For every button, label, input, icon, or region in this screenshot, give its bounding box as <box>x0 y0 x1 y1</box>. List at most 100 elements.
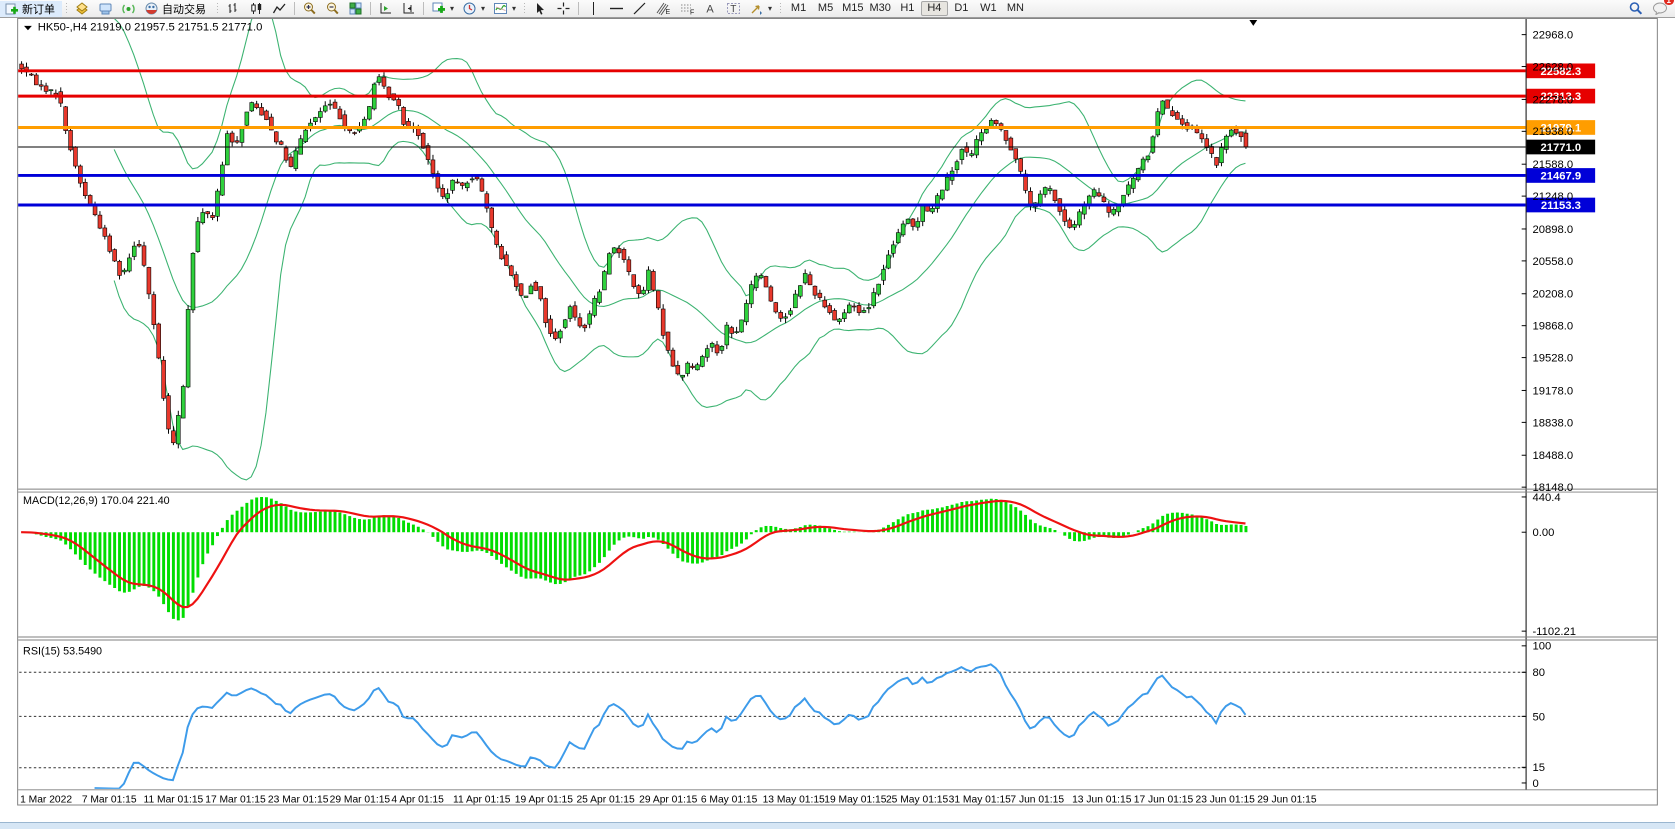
text-button[interactable]: A <box>699 1 722 17</box>
time-axis-label[interactable]: 17 Jun 01:15 <box>1134 795 1194 806</box>
search-icon[interactable] <box>1628 1 1644 16</box>
tile-windows-button[interactable] <box>344 1 367 17</box>
shapes-button[interactable]: ▾ <box>745 1 776 17</box>
candle-body <box>518 283 524 296</box>
timeframe-button-w1[interactable]: W1 <box>980 2 997 14</box>
line-chart-button[interactable] <box>268 1 291 17</box>
candle-body <box>337 108 343 120</box>
timeframe-button-d1[interactable]: D1 <box>954 2 969 14</box>
time-axis-label[interactable]: 25 Apr 01:15 <box>576 795 635 806</box>
candle-body <box>225 133 230 166</box>
candle-body <box>1067 219 1072 228</box>
channels-button[interactable]: F <box>675 1 699 17</box>
candle-body <box>984 128 989 134</box>
candle-body <box>788 310 793 315</box>
candle-body <box>283 147 289 161</box>
candle-body <box>509 265 514 276</box>
candle-body <box>381 76 387 87</box>
timeframe-button-h1[interactable]: H1 <box>900 2 915 14</box>
timeframe-button-m5[interactable]: M5 <box>817 2 834 14</box>
vertical-line-button[interactable] <box>582 1 605 17</box>
charts-stack-button[interactable] <box>71 1 94 17</box>
symbol-dropdown-icon[interactable] <box>24 25 32 31</box>
time-axis-label[interactable]: 1 Mar 2022 <box>20 795 72 806</box>
time-axis-label[interactable]: 11 Mar 01:15 <box>144 795 204 806</box>
candle-body <box>597 291 602 303</box>
periods-button[interactable]: ▾ <box>458 1 489 17</box>
candle-body <box>112 249 117 262</box>
candle-body <box>553 331 558 339</box>
timeframe-button-m30[interactable]: M30 <box>869 2 891 14</box>
new-order-plus-icon <box>5 3 18 15</box>
zoom-out-button[interactable] <box>321 1 344 17</box>
svg-text:A: A <box>706 4 714 16</box>
indicators-icon <box>494 3 508 14</box>
time-axis-label[interactable]: 29 Apr 01:15 <box>639 795 698 806</box>
signals-button[interactable] <box>117 1 140 17</box>
candle-body <box>616 248 622 254</box>
trend-line-button[interactable] <box>628 1 651 17</box>
candle-body <box>959 149 965 160</box>
chart-shift-marker-icon[interactable] <box>1249 19 1258 26</box>
text-label-button[interactable]: T <box>722 1 745 17</box>
time-axis-label[interactable]: 29 Mar 01:15 <box>330 795 391 806</box>
zoom-in-button[interactable] <box>298 1 321 17</box>
time-axis-label[interactable]: 4 Apr 01:15 <box>391 795 444 806</box>
toolbar-grip[interactable] <box>215 2 220 15</box>
candle-body <box>646 269 651 291</box>
candle-body <box>602 271 607 291</box>
notification-badge: 1 <box>1663 0 1674 5</box>
bar-chart-button[interactable] <box>222 1 245 17</box>
time-axis-label[interactable]: 31 May 01:15 <box>949 795 1011 806</box>
candlestick-chart-button[interactable] <box>245 1 268 17</box>
horizontal-line-button[interactable] <box>605 1 628 17</box>
timeframe-button-m15[interactable]: M15 <box>842 2 864 14</box>
time-axis-label[interactable]: 25 May 01:15 <box>886 795 948 806</box>
new-order-button[interactable]: 新订单 <box>0 0 62 17</box>
time-axis-label[interactable]: 23 Mar 01:15 <box>268 795 329 806</box>
candle-body <box>636 285 641 294</box>
time-axis-label[interactable]: 7 Jun 01:15 <box>1010 795 1064 806</box>
timeframe-button-h4[interactable]: H4 <box>920 1 948 16</box>
terminal-button[interactable] <box>94 1 117 17</box>
new-chart-icon <box>432 2 445 13</box>
time-axis-label[interactable]: 11 Apr 01:15 <box>453 795 511 806</box>
toolbar-grip[interactable] <box>522 2 528 15</box>
time-axis-label[interactable]: 6 May 01:15 <box>701 795 758 806</box>
candle-body <box>1219 147 1224 164</box>
chart-shift-button[interactable] <box>397 1 420 17</box>
auto-trading-button[interactable]: 自动交易 <box>140 1 213 17</box>
new-chart-button[interactable]: ▾ <box>427 1 458 17</box>
time-axis-label[interactable]: 19 May 01:15 <box>824 795 886 806</box>
time-axis-label[interactable]: 7 Mar 01:15 <box>82 795 137 806</box>
chart-area[interactable]: 22582.3 22313.3 21979.1 21771.0 21467.9 21153… <box>0 17 1675 829</box>
toolbar-grip[interactable] <box>64 2 69 15</box>
panel-separator[interactable] <box>18 488 1657 791</box>
timeframe-button-m1[interactable]: M1 <box>790 2 807 14</box>
candle-body <box>768 286 774 302</box>
price-tick-label: 20558.0 <box>1532 256 1573 268</box>
toolbar-grip[interactable] <box>778 2 784 15</box>
time-axis-label[interactable]: 13 May 01:15 <box>763 795 825 806</box>
scroll-to-end-button[interactable] <box>374 1 397 17</box>
candle-body <box>239 127 245 143</box>
level-badge <box>1526 63 1596 79</box>
candle-body <box>621 249 627 260</box>
candle-body <box>1018 158 1023 172</box>
timeframe-button-mn[interactable]: MN <box>1006 2 1024 14</box>
fibonacci-button[interactable]: E <box>651 1 675 17</box>
chart-svg[interactable]: 22582.3 22313.3 21979.1 21771.0 21467.9 21153… <box>0 17 1675 829</box>
time-axis-label[interactable]: 13 Jun 01:15 <box>1072 795 1132 806</box>
indicators-button[interactable]: ▾ <box>489 1 520 17</box>
time-axis-label[interactable]: 23 Jun 01:15 <box>1196 795 1256 806</box>
cursor-button[interactable] <box>529 1 552 17</box>
notifications-button[interactable]: 1 <box>1652 0 1674 18</box>
candle-body <box>455 181 460 184</box>
crosshair-button[interactable] <box>552 1 575 17</box>
time-axis-label[interactable]: 19 Apr 01:15 <box>515 795 574 806</box>
candle-body <box>401 107 406 125</box>
dropdown-arrow-icon: ▾ <box>450 4 455 13</box>
time-axis-label[interactable]: 17 Mar 01:15 <box>205 795 266 806</box>
time-axis-label[interactable]: 29 Jun 01:15 <box>1257 795 1317 806</box>
